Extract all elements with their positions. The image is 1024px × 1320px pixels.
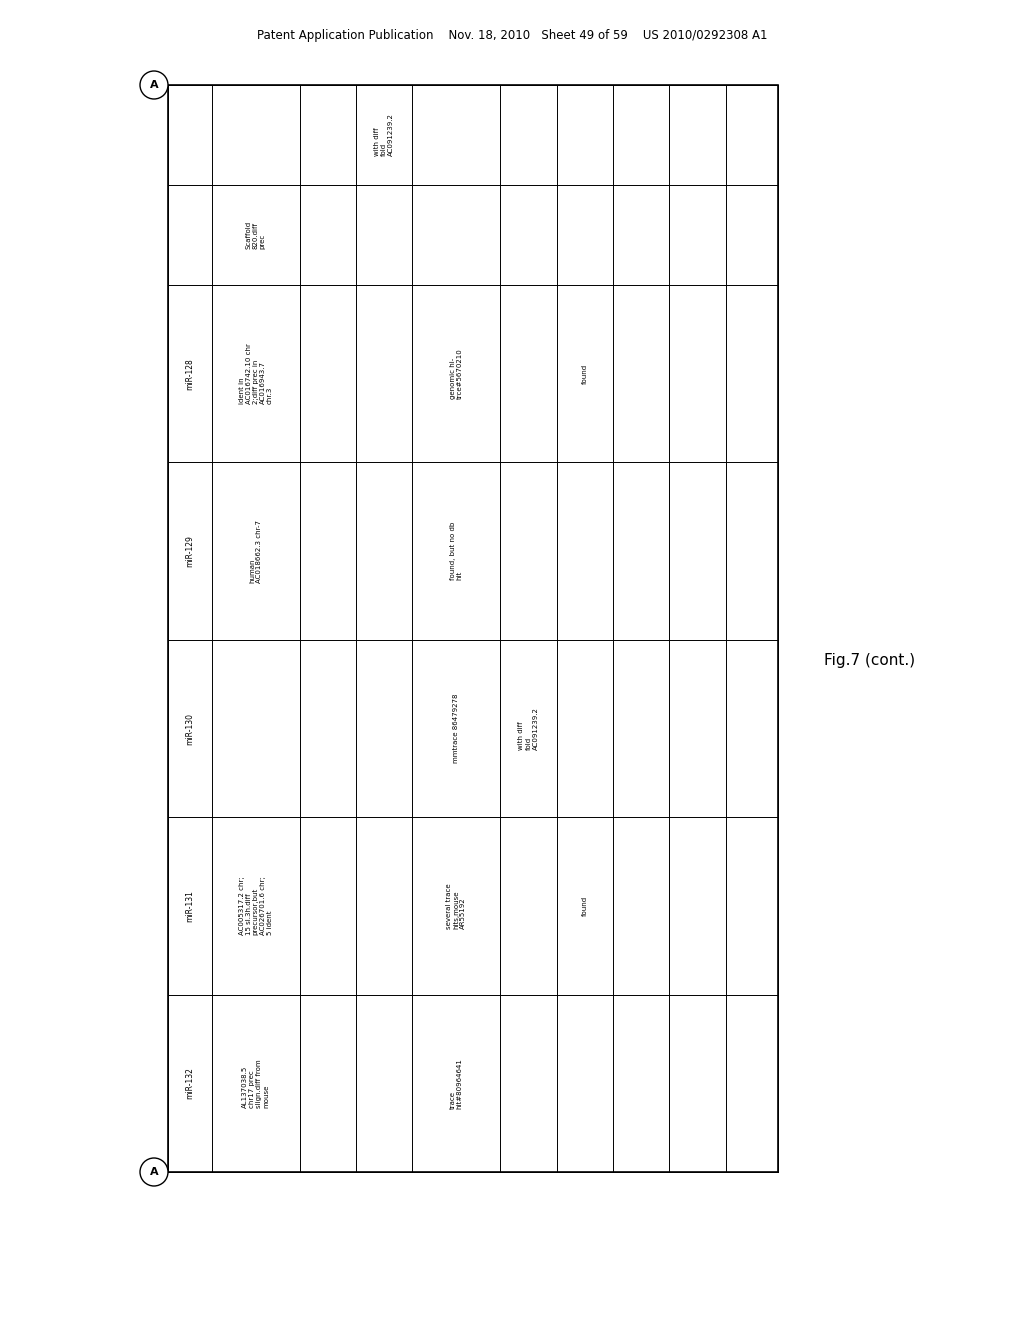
Text: with diff
fold
AC091239.2: with diff fold AC091239.2 [518,708,539,750]
Text: miR-130: miR-130 [185,713,195,744]
Text: A: A [150,1167,159,1177]
Text: human
AC018662.3 chr-7: human AC018662.3 chr-7 [249,520,262,582]
Circle shape [140,1158,168,1185]
Text: miR-131: miR-131 [185,890,195,921]
Text: found: found [582,363,588,384]
Text: miR-132: miR-132 [185,1068,195,1100]
Text: Patent Application Publication    Nov. 18, 2010   Sheet 49 of 59    US 2010/0292: Patent Application Publication Nov. 18, … [257,29,767,41]
Text: A: A [150,81,159,90]
Text: Fig.7 (cont.): Fig.7 (cont.) [824,652,915,668]
Text: miR-128: miR-128 [185,358,195,389]
Text: genomic hi-
trce#5670210: genomic hi- trce#5670210 [450,348,463,399]
Text: miR-129: miR-129 [185,535,195,568]
Bar [168,84,778,1172]
Text: trace
hit#80964641: trace hit#80964641 [450,1057,463,1109]
Circle shape [140,71,168,99]
Text: mmtrace 86479278: mmtrace 86479278 [454,694,460,763]
Text: AL137038.5
chr17 prec
slign.diff from
mouse: AL137038.5 chr17 prec slign.diff from mo… [242,1059,269,1107]
Text: with diff
fold
AC091239.2: with diff fold AC091239.2 [374,114,394,157]
Text: several trace
hits,mouse
AR55192: several trace hits,mouse AR55192 [446,883,466,929]
Text: AC005317.2 chr;
15 sl.3h.diff
precursor,but
AC026701.6 chr;
5 ident: AC005317.2 chr; 15 sl.3h.diff precursor,… [239,876,272,936]
Text: found, but no db
hit: found, but no db hit [450,521,463,581]
Text: Scaffold
820.diff
prec: Scaffold 820.diff prec [246,220,265,249]
Text: found: found [582,896,588,916]
Text: ident in
AC016742.10 chr
2;diff prec in
AC016943.7
chr.3: ident in AC016742.10 chr 2;diff prec in … [239,343,272,404]
